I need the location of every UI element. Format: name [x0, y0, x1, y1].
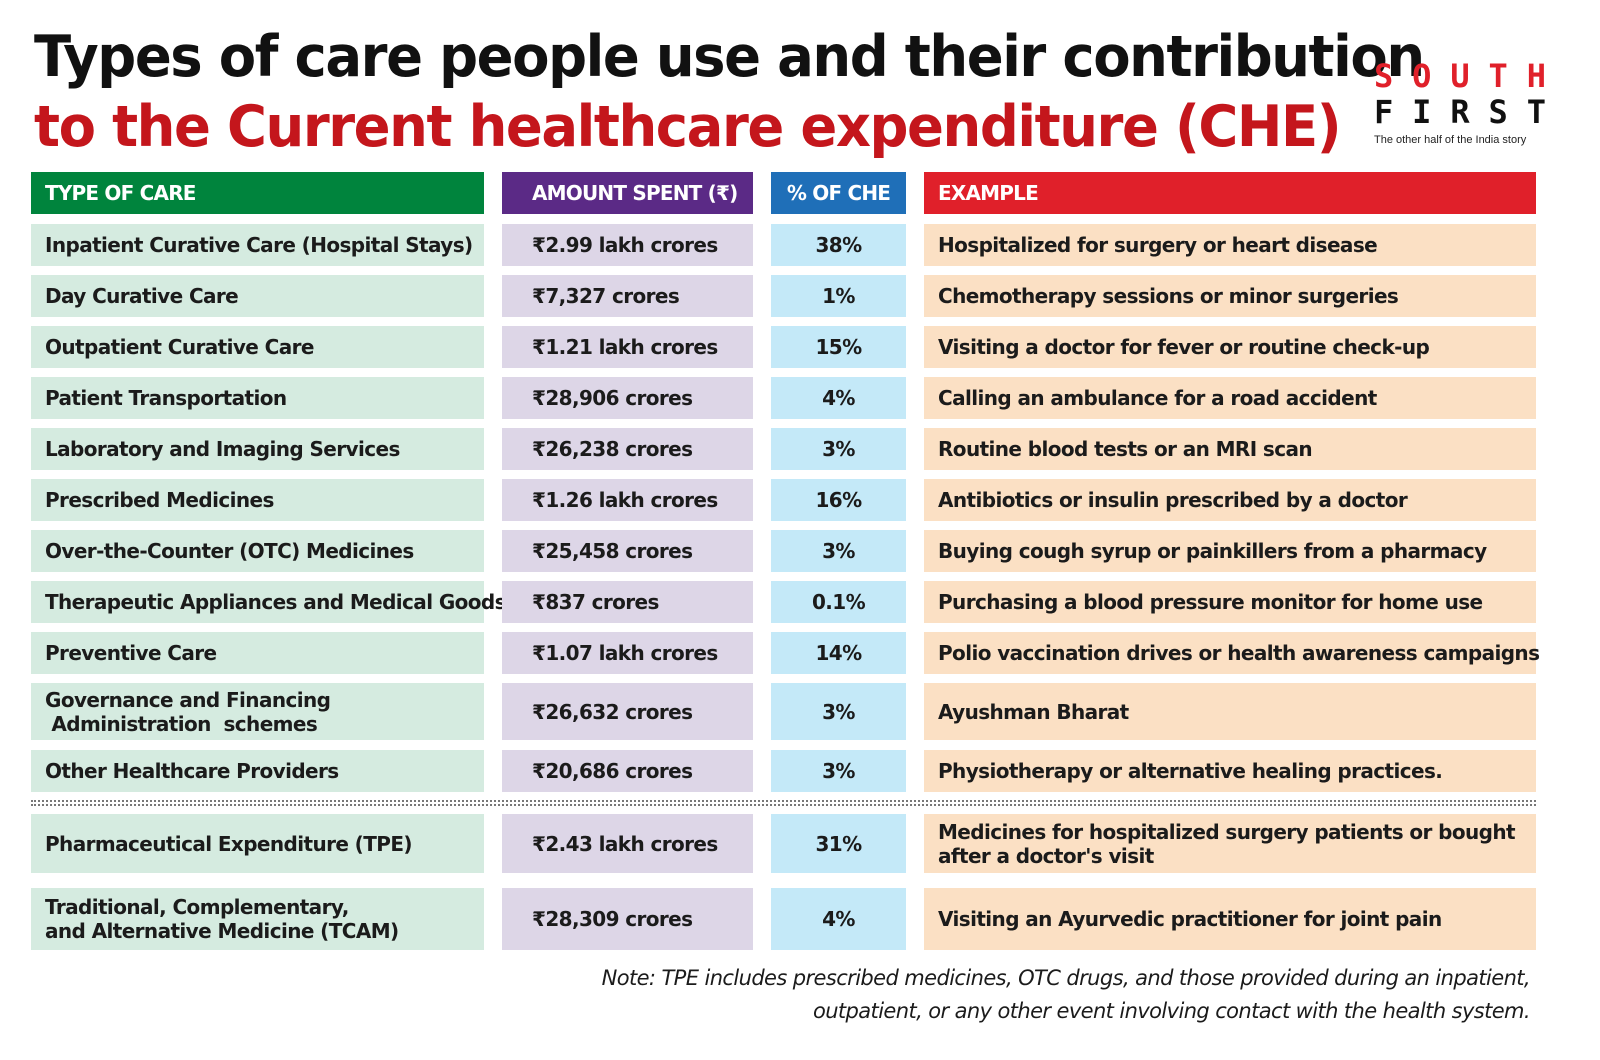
row-type-of-care: Over-the-Counter (OTC) Medicines: [31, 530, 484, 572]
section-divider: [31, 800, 1536, 806]
row-amount-spent: ₹1.26 lakh crores: [502, 479, 753, 521]
row-percent-che: 31%: [771, 814, 906, 873]
title-line-2: to the Current healthcare expenditure (C…: [34, 94, 1342, 160]
row-percent-che: 3%: [771, 428, 906, 470]
row-percent-che: 14%: [771, 632, 906, 674]
row-amount-spent: ₹28,906 crores: [502, 377, 753, 419]
south-first-logo: S O U T H F I R S T The other half of th…: [1374, 58, 1554, 146]
row-amount-spent: ₹26,238 crores: [502, 428, 753, 470]
title-line-1: Types of care people use and their contr…: [34, 24, 1425, 90]
logo-south-row: S O U T H: [1374, 58, 1546, 94]
row-percent-che: 4%: [771, 377, 906, 419]
row-amount-spent: ₹2.99 lakh crores: [502, 224, 753, 266]
header-amount-spent: AMOUNT SPENT (₹): [502, 172, 753, 214]
row-amount-spent: ₹2.43 lakh crores: [502, 814, 753, 873]
row-percent-che: 1%: [771, 275, 906, 317]
chart-title: Types of care people use and their contr…: [34, 22, 1425, 162]
header-percent-che: % OF CHE: [771, 172, 906, 214]
logo-tagline: The other half of the India story: [1374, 134, 1527, 146]
logo-letter: S: [1374, 57, 1394, 95]
row-percent-che: 3%: [771, 683, 906, 740]
row-type-of-care: Governance and Financing Administration …: [31, 683, 484, 740]
row-example: Visiting an Ayurvedic practitioner for j…: [924, 888, 1536, 950]
row-example: Polio vaccination drives or health aware…: [924, 632, 1540, 674]
row-amount-spent: ₹20,686 crores: [502, 750, 753, 792]
row-type-of-care: Day Curative Care: [31, 275, 484, 317]
row-percent-che: 15%: [771, 326, 906, 368]
logo-letter: I: [1412, 93, 1432, 131]
row-amount-spent: ₹26,632 crores: [502, 683, 753, 740]
logo-letter: R: [1450, 93, 1470, 131]
row-example: Buying cough syrup or painkillers from a…: [924, 530, 1536, 572]
header-type-of-care: TYPE OF CARE: [31, 172, 484, 214]
row-amount-spent: ₹1.07 lakh crores: [502, 632, 753, 674]
footnote: Note: TPE includes prescribed medicines,…: [601, 966, 1531, 1023]
row-example: Hospitalized for surgery or heart diseas…: [924, 224, 1536, 266]
row-percent-che: 4%: [771, 888, 906, 950]
row-type-of-care: Pharmaceutical Expenditure (TPE): [31, 814, 484, 873]
logo-letter: S: [1488, 93, 1508, 131]
row-type-of-care: Traditional, Complementary, and Alternat…: [31, 888, 484, 950]
row-percent-che: 16%: [771, 479, 906, 521]
row-percent-che: 3%: [771, 750, 906, 792]
row-percent-che: 3%: [771, 530, 906, 572]
row-type-of-care: Inpatient Curative Care (Hospital Stays): [31, 224, 484, 266]
logo-letter: H: [1526, 57, 1546, 95]
row-example: Routine blood tests or an MRI scan: [924, 428, 1536, 470]
logo-letter: O: [1412, 57, 1432, 95]
header-example: EXAMPLE: [924, 172, 1536, 214]
row-amount-spent: ₹28,309 crores: [502, 888, 753, 950]
row-example: Visiting a doctor for fever or routine c…: [924, 326, 1536, 368]
logo-letter: T: [1488, 57, 1508, 95]
row-type-of-care: Prescribed Medicines: [31, 479, 484, 521]
row-amount-spent: ₹837 crores: [502, 581, 753, 623]
logo-letter: T: [1526, 93, 1546, 131]
row-example: Purchasing a blood pressure monitor for …: [924, 581, 1536, 623]
logo-letter: F: [1374, 93, 1394, 131]
row-example: Medicines for hospitalized surgery patie…: [924, 814, 1536, 873]
row-type-of-care: Therapeutic Appliances and Medical Goods: [31, 581, 507, 623]
row-example: Ayushman Bharat: [924, 683, 1536, 740]
row-example: Chemotherapy sessions or minor surgeries: [924, 275, 1536, 317]
row-type-of-care: Outpatient Curative Care: [31, 326, 484, 368]
row-type-of-care: Laboratory and Imaging Services: [31, 428, 484, 470]
row-type-of-care: Patient Transportation: [31, 377, 484, 419]
row-example: Physiotherapy or alternative healing pra…: [924, 750, 1536, 792]
row-amount-spent: ₹25,458 crores: [502, 530, 753, 572]
row-type-of-care: Other Healthcare Providers: [31, 750, 484, 792]
row-example: Calling an ambulance for a road accident: [924, 377, 1536, 419]
row-amount-spent: ₹7,327 crores: [502, 275, 753, 317]
row-percent-che: 0.1%: [771, 581, 906, 623]
row-percent-che: 38%: [771, 224, 906, 266]
logo-letter: U: [1450, 57, 1470, 95]
row-amount-spent: ₹1.21 lakh crores: [502, 326, 753, 368]
row-type-of-care: Preventive Care: [31, 632, 484, 674]
row-example: Antibiotics or insulin prescribed by a d…: [924, 479, 1536, 521]
logo-first-row: F I R S T: [1374, 94, 1546, 130]
